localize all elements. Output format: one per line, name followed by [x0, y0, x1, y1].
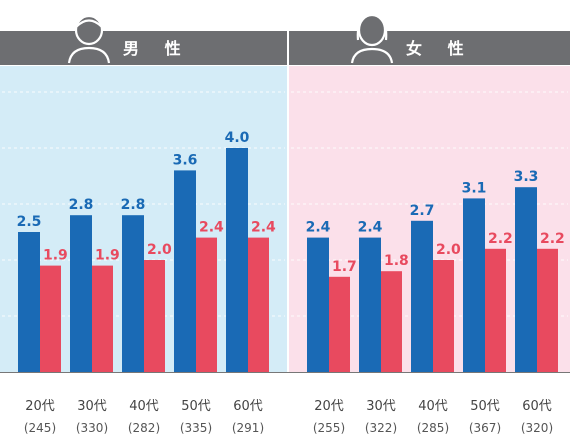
data-label: 2.8	[121, 197, 146, 213]
bar-blue	[411, 220, 433, 372]
bar-red	[329, 276, 350, 372]
data-label: 2.4	[358, 220, 383, 236]
panel-title: 男 性	[123, 39, 191, 58]
icon-hair	[75, 19, 103, 28]
sample-size-label: (285)	[417, 421, 449, 435]
sample-size-label: (255)	[313, 421, 345, 435]
bar-blue	[463, 198, 485, 372]
icon-shoulders	[67, 46, 111, 64]
bar-blue	[122, 215, 144, 372]
data-label: 1.9	[95, 248, 120, 264]
data-label: 2.4	[199, 220, 224, 236]
bar-blue	[18, 232, 40, 372]
data-label: 4.0	[225, 130, 250, 146]
bar-blue	[70, 215, 92, 372]
bar-blue	[174, 170, 196, 372]
category-label: 60代	[233, 399, 263, 414]
data-label: 1.7	[332, 259, 357, 275]
sample-size-label: (291)	[232, 421, 264, 435]
panel-separator	[287, 31, 289, 372]
panel-header	[0, 31, 287, 65]
category-label: 60代	[522, 399, 552, 414]
bar-red	[40, 265, 61, 372]
bar-red	[196, 237, 217, 372]
sample-size-label: (330)	[76, 421, 108, 435]
bar-blue	[515, 187, 537, 372]
bar-red	[248, 237, 269, 372]
panel-header	[289, 31, 570, 65]
category-label: 30代	[77, 399, 107, 414]
icon-shoulders	[350, 47, 394, 64]
bar-red	[144, 260, 165, 372]
data-label: 2.4	[306, 220, 331, 236]
bar-blue	[307, 237, 329, 372]
data-label: 3.1	[462, 180, 487, 196]
bar-red	[485, 248, 506, 372]
male-person-icon	[67, 14, 111, 64]
sample-size-label: (320)	[521, 421, 553, 435]
sample-size-label: (367)	[469, 421, 501, 435]
data-label: 2.4	[251, 220, 276, 236]
panel-1: 女 性 2.4 1.7 20代 (255) 2.4 1.8 30代 (322) 2.7 2.0 40代…	[289, 12, 570, 435]
data-label: 2.8	[69, 197, 94, 213]
data-label: 3.6	[173, 152, 198, 168]
panel-title: 女 性	[406, 39, 474, 58]
category-label: 20代	[314, 399, 344, 414]
sample-size-label: (322)	[365, 421, 397, 435]
bar-red	[92, 265, 113, 372]
category-label: 30代	[366, 399, 396, 414]
data-label: 2.7	[410, 203, 435, 219]
category-label: 50代	[181, 399, 211, 414]
sample-size-label: (335)	[180, 421, 212, 435]
data-label: 3.3	[514, 169, 539, 185]
category-label: 40代	[418, 399, 448, 414]
icon-hair	[356, 12, 388, 41]
category-label: 40代	[129, 399, 159, 414]
bar-blue	[226, 148, 248, 372]
female-person-icon	[350, 12, 394, 64]
panel-0: 男 性 2.5 1.9 20代 (245) 2.8 1.9 30代 (330) 2.8 2.0 40代…	[0, 14, 287, 435]
bar-red	[381, 271, 402, 372]
data-label: 1.8	[384, 253, 409, 269]
data-label: 2.5	[17, 214, 42, 230]
data-label: 1.9	[43, 248, 68, 264]
bar-blue	[359, 237, 381, 372]
category-label: 50代	[470, 399, 500, 414]
sample-size-label: (282)	[128, 421, 160, 435]
data-label: 2.0	[147, 242, 172, 258]
bar-red	[433, 260, 454, 372]
data-label: 2.2	[540, 231, 565, 247]
data-label: 2.2	[488, 231, 513, 247]
bar-red	[537, 248, 558, 372]
data-label: 2.0	[436, 242, 461, 258]
sample-size-label: (245)	[24, 421, 56, 435]
category-label: 20代	[25, 399, 55, 414]
